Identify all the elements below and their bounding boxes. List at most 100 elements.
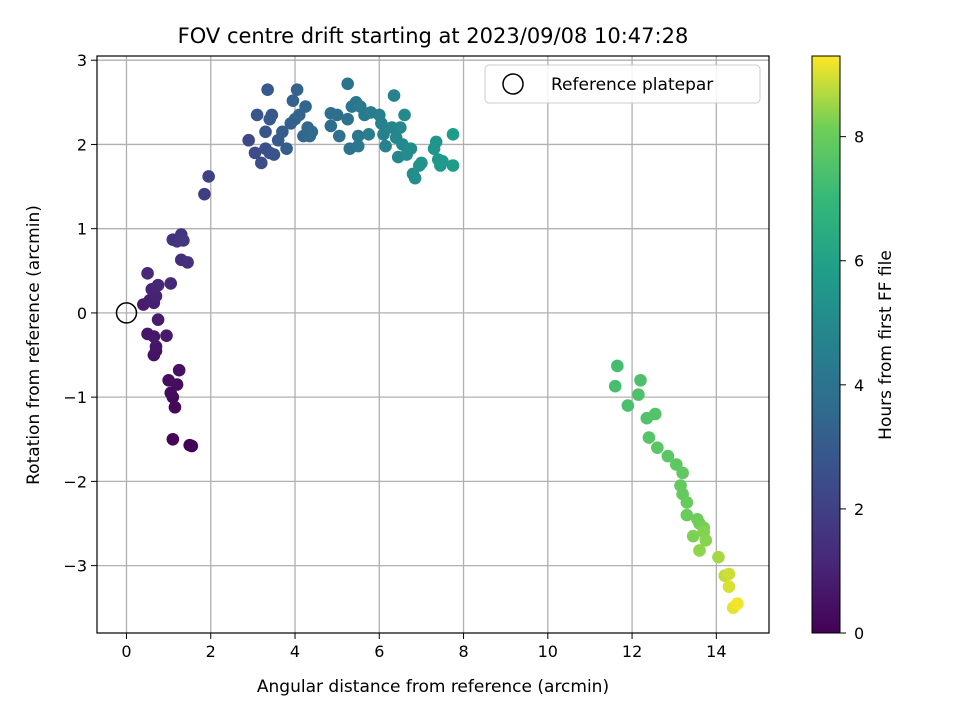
data-point — [693, 544, 706, 557]
data-point — [141, 267, 154, 280]
data-point — [259, 125, 272, 139]
data-point — [164, 277, 178, 290]
y-tick-label: 2 — [77, 135, 87, 154]
data-point — [642, 431, 656, 444]
y-tick-label: 0 — [77, 304, 87, 323]
x-tick-label: 8 — [458, 642, 468, 661]
y-tick-label: −3 — [63, 557, 87, 576]
colorbar-label: Hours from first FF file — [876, 250, 896, 440]
data-point — [151, 278, 165, 292]
colorbar-tick-label: 0 — [854, 624, 864, 643]
data-point — [172, 363, 186, 377]
data-point — [280, 142, 293, 155]
legend-box — [484, 64, 761, 104]
data-point — [632, 388, 645, 401]
data-point — [362, 128, 376, 141]
colorbar-tick-label: 4 — [854, 376, 864, 395]
data-point — [198, 187, 211, 201]
colorbar-tick-label: 6 — [854, 252, 864, 271]
data-point — [324, 119, 338, 133]
data-point — [651, 441, 664, 454]
data-point — [686, 529, 700, 543]
x-axis-label: Angular distance from reference (arcmin) — [257, 677, 609, 697]
data-point — [387, 89, 401, 102]
data-point — [166, 432, 180, 446]
chart-title: FOV centre drift starting at 2023/09/08 … — [178, 24, 689, 48]
data-point — [731, 597, 744, 610]
data-point — [242, 133, 255, 147]
data-point — [676, 466, 689, 480]
data-point — [149, 340, 163, 353]
data-point — [661, 449, 675, 463]
data-point — [168, 400, 182, 414]
data-point — [341, 77, 354, 91]
plot-frame — [96, 55, 770, 634]
data-point — [621, 399, 635, 412]
data-point — [267, 148, 281, 161]
x-tick-label: 6 — [374, 642, 384, 661]
data-point — [351, 129, 365, 143]
legend: Reference platepar — [484, 64, 761, 104]
y-tick-label: −1 — [63, 388, 87, 407]
data-point — [699, 534, 713, 547]
data-point — [377, 128, 390, 141]
data-point — [248, 146, 262, 160]
data-point — [341, 112, 354, 126]
data-point — [415, 156, 428, 170]
data-point — [330, 108, 344, 122]
legend-reference-label: Reference platepar — [551, 75, 713, 95]
data-point — [305, 125, 319, 139]
y-tick-label: −2 — [63, 472, 87, 491]
colorbar-tick-label: 8 — [854, 128, 864, 147]
data-point — [680, 496, 694, 509]
data-point — [162, 373, 175, 387]
data-point — [202, 170, 215, 183]
colorbar — [811, 55, 841, 634]
data-point — [379, 139, 392, 153]
x-tick-label: 12 — [622, 642, 642, 661]
data-point — [712, 550, 725, 564]
y-tick-label: 1 — [77, 220, 87, 239]
data-point — [265, 108, 279, 122]
data-point — [408, 171, 422, 185]
data-point — [151, 313, 165, 326]
data-point — [680, 508, 694, 522]
y-tick-label: 3 — [77, 51, 87, 70]
x-tick-label: 10 — [538, 642, 558, 661]
data-point — [611, 359, 624, 373]
data-point — [648, 407, 662, 421]
legend-reference-marker — [502, 73, 524, 95]
data-point — [160, 329, 173, 342]
data-point — [261, 83, 274, 96]
y-axis-ticks: −3 −2 −1 0 1 2 3 — [63, 51, 97, 576]
x-tick-label: 4 — [290, 642, 300, 661]
data-point — [183, 438, 196, 452]
data-point — [722, 580, 736, 593]
x-tick-label: 0 — [121, 642, 131, 661]
colorbar-tick-label: 2 — [854, 500, 864, 519]
data-point — [250, 108, 264, 122]
data-point — [722, 567, 736, 581]
data-point — [177, 234, 190, 247]
data-point — [299, 100, 312, 113]
data-point — [394, 121, 407, 134]
x-tick-label: 14 — [706, 642, 726, 661]
data-point — [634, 373, 647, 387]
data-point — [436, 154, 449, 168]
y-axis-label: Rotation from reference (arcmin) — [24, 205, 44, 485]
data-point — [608, 379, 622, 393]
data-point — [286, 94, 300, 107]
scatter-points — [137, 77, 744, 615]
data-point — [276, 125, 289, 139]
x-tick-label: 2 — [206, 642, 216, 661]
data-point — [398, 108, 411, 122]
data-point — [446, 128, 460, 141]
data-point — [181, 256, 194, 269]
data-point — [147, 330, 161, 343]
data-point — [351, 139, 365, 153]
data-point — [255, 156, 268, 170]
data-point — [332, 129, 346, 143]
data-point — [290, 83, 304, 96]
x-axis-ticks: 0 2 4 6 8 10 12 14 — [121, 633, 727, 661]
